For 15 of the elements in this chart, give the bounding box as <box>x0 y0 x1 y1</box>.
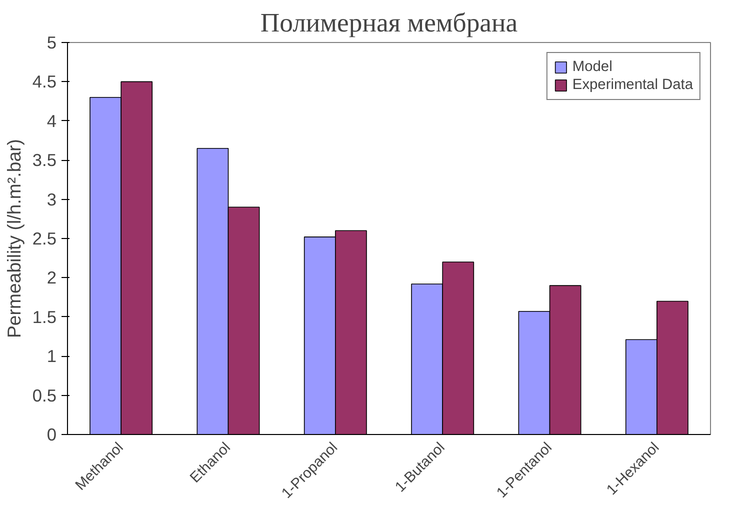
y-tick-label: 5 <box>46 32 57 52</box>
y-tick-label: 4.5 <box>32 72 57 92</box>
y-tick-label: 2 <box>46 268 57 288</box>
y-tick-label: 3.5 <box>32 150 57 170</box>
legend-label: Experimental Data <box>572 77 693 93</box>
chart-title: Полимерная мембрана <box>260 8 518 38</box>
y-tick-label: 0.5 <box>32 385 57 406</box>
y-tick-label: 4 <box>46 110 57 131</box>
legend-label: Model <box>572 59 612 75</box>
y-tick-label: 1.5 <box>32 306 57 327</box>
y-tick-label: 1 <box>46 346 57 366</box>
y-tick-label: 3 <box>46 189 57 210</box>
y-tick-label: 0 <box>46 424 57 444</box>
y-axis-title: Permeability (l/h.m².bar) <box>3 138 24 338</box>
y-tick-label: 2.5 <box>32 228 57 248</box>
